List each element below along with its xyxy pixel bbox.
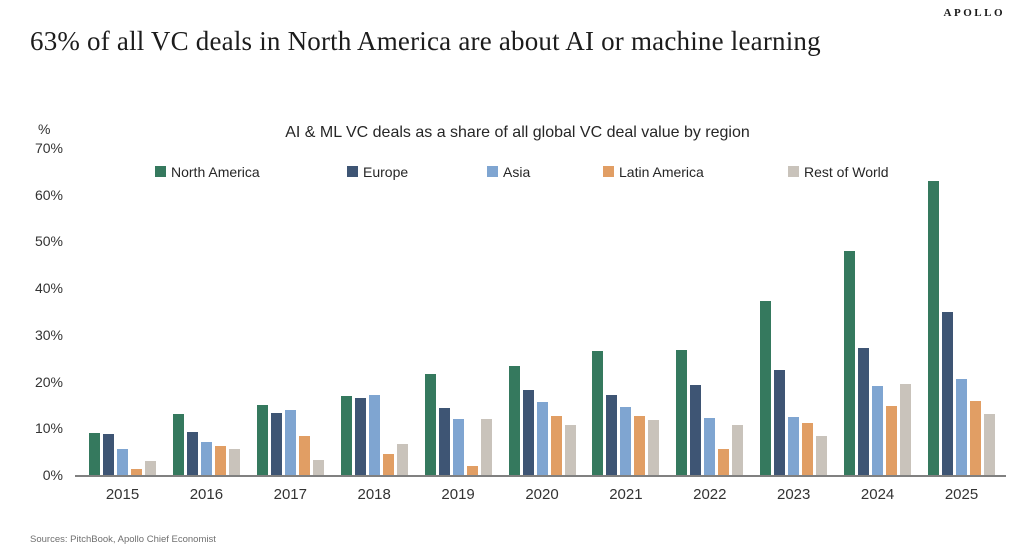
bar-europe-2021 <box>606 394 618 475</box>
bar-europe-2019 <box>438 407 450 475</box>
y-axis-tick-60: 60% <box>34 186 63 203</box>
bar-north-america-2017 <box>256 404 268 475</box>
bar-north-america-2015 <box>89 432 100 475</box>
bar-europe-2024 <box>858 347 870 475</box>
bar-latin-america-2021 <box>634 416 646 475</box>
x-axis-line <box>75 475 1006 477</box>
bar-north-america-2018 <box>340 395 352 475</box>
bar-north-america-2023 <box>760 301 772 475</box>
y-axis-tick-50: 50% <box>34 233 63 250</box>
page-title: 63% of all VC deals in North America are… <box>30 26 821 56</box>
bar-north-america-2024 <box>844 250 856 475</box>
bar-asia-2024 <box>872 386 884 475</box>
bar-rest-of-world-2022 <box>732 425 744 475</box>
bar-europe-2018 <box>354 397 366 475</box>
bar-latin-america-2020 <box>550 416 562 475</box>
y-axis-tick-0: 0% <box>42 467 63 483</box>
bar-north-america-2025 <box>928 180 939 475</box>
x-axis-label-2024: 2024 <box>860 486 895 503</box>
bar-latin-america-2017 <box>298 436 310 475</box>
bar-europe-2022 <box>690 385 702 475</box>
bar-rest-of-world-2020 <box>564 424 576 475</box>
bar-north-america-2019 <box>424 373 436 475</box>
bar-rest-of-world-2024 <box>900 384 912 475</box>
legend-label-latin-america: Latin America <box>619 163 704 180</box>
bar-rest-of-world-2017 <box>312 459 324 475</box>
y-axis-tick-10: 10% <box>34 420 63 437</box>
y-axis-tick-40: 40% <box>34 280 63 297</box>
legend-item-asia: Asia <box>487 163 531 180</box>
bar-asia-2017 <box>284 409 296 475</box>
apollo-logo: APOLLO <box>943 7 1005 19</box>
legend-item-north-america: North America <box>155 163 260 180</box>
x-axis-label-2016: 2016 <box>189 486 224 503</box>
bar-rest-of-world-2018 <box>396 444 408 475</box>
bar-latin-america-2015 <box>131 468 142 475</box>
x-axis-label-2017: 2017 <box>273 486 307 503</box>
bar-rest-of-world-2016 <box>228 449 240 475</box>
bar-europe-2025 <box>942 312 953 475</box>
bar-asia-2023 <box>788 416 800 475</box>
bar-asia-2016 <box>200 442 212 475</box>
chart-title: AI & ML VC deals as a share of all globa… <box>285 124 750 141</box>
legend-item-rest-of-world: Rest of World <box>788 163 889 180</box>
bar-rest-of-world-2019 <box>480 418 492 475</box>
x-axis-label-2021: 2021 <box>609 486 643 503</box>
legend-item-latin-america: Latin America <box>603 163 704 180</box>
y-axis-tick-30: 30% <box>34 326 63 343</box>
bar-north-america-2016 <box>172 414 184 475</box>
bar-latin-america-2022 <box>718 448 730 475</box>
bar-north-america-2020 <box>508 366 520 475</box>
bar-europe-2023 <box>774 369 786 475</box>
bar-asia-2025 <box>956 379 967 475</box>
bar-europe-2017 <box>270 412 282 475</box>
bar-asia-2019 <box>452 418 464 475</box>
bar-north-america-2021 <box>592 350 604 475</box>
x-axis-label-2015: 2015 <box>105 486 140 503</box>
bar-asia-2015 <box>117 449 128 475</box>
legend-label-europe: Europe <box>363 163 409 180</box>
bar-asia-2020 <box>536 401 548 475</box>
bar-europe-2015 <box>103 434 114 475</box>
bar-asia-2022 <box>704 418 716 475</box>
x-axis-label-2022: 2022 <box>693 486 727 503</box>
bar-latin-america-2019 <box>466 465 478 475</box>
y-axis-tick-70: 70% <box>34 140 63 156</box>
bar-asia-2021 <box>620 406 632 475</box>
bar-latin-america-2016 <box>214 445 226 475</box>
bar-north-america-2022 <box>676 349 688 475</box>
bar-rest-of-world-2025 <box>984 414 995 475</box>
x-axis-label-2019: 2019 <box>441 486 475 503</box>
bar-asia-2018 <box>368 394 380 475</box>
legend-swatch-asia <box>487 166 498 177</box>
legend-swatch-rest-of-world <box>788 166 799 177</box>
bar-rest-of-world-2023 <box>816 435 828 475</box>
legend-item-europe: Europe <box>347 163 409 180</box>
legend-label-north-america: North America <box>171 163 260 180</box>
legend-swatch-europe <box>347 166 358 177</box>
bar-latin-america-2025 <box>970 401 981 475</box>
x-axis-label-2020: 2020 <box>525 486 559 503</box>
legend-label-asia: Asia <box>503 163 531 180</box>
x-axis-label-2025: 2025 <box>944 486 979 503</box>
bar-rest-of-world-2015 <box>145 460 156 475</box>
legend-label-rest-of-world: Rest of World <box>804 163 889 180</box>
legend-swatch-north-america <box>155 166 166 177</box>
bar-latin-america-2023 <box>802 422 814 475</box>
x-axis-label-2018: 2018 <box>357 486 391 503</box>
legend-swatch-latin-america <box>603 166 614 177</box>
bar-latin-america-2024 <box>886 406 898 475</box>
bar-rest-of-world-2021 <box>648 419 660 475</box>
bar-latin-america-2018 <box>382 453 394 475</box>
x-axis-label-2023: 2023 <box>777 486 811 503</box>
bar-europe-2016 <box>186 431 198 475</box>
y-axis-unit-label: % <box>38 121 51 137</box>
y-axis-tick-20: 20% <box>34 373 63 390</box>
source-note: Sources: PitchBook, Apollo Chief Economi… <box>30 534 216 545</box>
bar-europe-2020 <box>522 389 534 475</box>
